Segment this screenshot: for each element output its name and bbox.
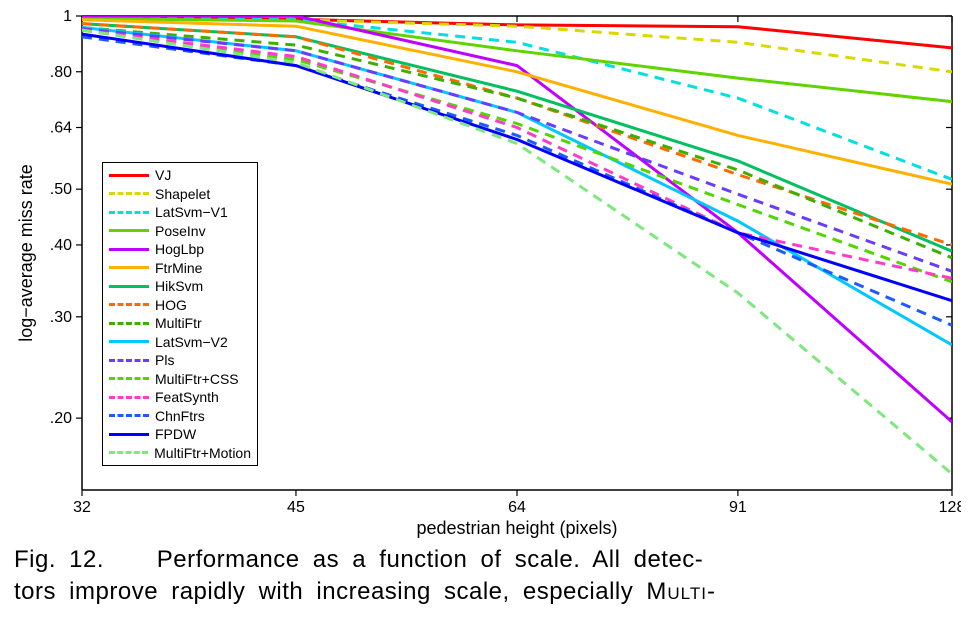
legend-swatch [109, 303, 149, 306]
legend-swatch [109, 211, 149, 214]
figure-caption: Fig. 12. Performance as a function of sc… [12, 540, 961, 609]
svg-text:45: 45 [287, 499, 305, 516]
legend-swatch [109, 192, 149, 195]
legend-label: HOG [155, 297, 187, 313]
legend: VJ Shapelet LatSvm−V1 PoseInv HogLbp FtrMine H… [102, 162, 258, 466]
svg-text:pedestrian height (pixels): pedestrian height (pixels) [416, 518, 617, 538]
legend-swatch [109, 229, 149, 232]
legend-row: HikSvm [109, 277, 251, 296]
legend-row: LatSvm−V2 [109, 333, 251, 352]
legend-swatch [109, 396, 149, 399]
svg-text:1: 1 [63, 10, 72, 25]
legend-label: FtrMine [155, 260, 202, 276]
legend-swatch [109, 359, 149, 362]
svg-text:.30: .30 [50, 309, 72, 326]
legend-row: FeatSynth [109, 388, 251, 407]
legend-row: HOG [109, 296, 251, 315]
svg-text:.50: .50 [50, 181, 72, 198]
svg-text:.20: .20 [50, 410, 72, 427]
svg-text:91: 91 [729, 499, 747, 516]
legend-swatch [109, 340, 149, 343]
svg-text:log−average miss rate: log−average miss rate [16, 164, 36, 342]
legend-swatch [109, 248, 149, 251]
svg-text:64: 64 [508, 499, 526, 516]
legend-label: VJ [155, 167, 171, 183]
legend-row: ChnFtrs [109, 407, 251, 426]
legend-row: FtrMine [109, 259, 251, 278]
legend-row: MultiFtr+Motion [109, 444, 251, 463]
legend-row: Shapelet [109, 185, 251, 204]
legend-swatch [109, 285, 149, 288]
legend-row: Pls [109, 351, 251, 370]
legend-label: HogLbp [155, 241, 204, 257]
legend-label: PoseInv [155, 223, 206, 239]
legend-swatch [109, 322, 149, 325]
legend-label: Pls [155, 352, 174, 368]
legend-swatch [109, 433, 149, 436]
legend-row: PoseInv [109, 222, 251, 241]
legend-label: LatSvm−V2 [155, 334, 228, 350]
legend-label: MultiFtr+Motion [154, 445, 251, 461]
caption-line2: tors improve rapidly with increasing sca… [14, 578, 646, 605]
legend-swatch [109, 266, 149, 269]
legend-row: VJ [109, 166, 251, 185]
legend-label: FeatSynth [155, 389, 219, 405]
legend-label: MultiFtr+CSS [155, 371, 239, 387]
legend-label: ChnFtrs [155, 408, 205, 424]
legend-label: LatSvm−V1 [155, 204, 228, 220]
caption-smallcaps: Multi- [646, 578, 716, 605]
legend-swatch [109, 174, 149, 177]
svg-text:32: 32 [73, 499, 91, 516]
legend-row: MultiFtr+CSS [109, 370, 251, 389]
legend-label: MultiFtr [155, 315, 202, 331]
legend-label: HikSvm [155, 278, 203, 294]
legend-swatch [109, 377, 149, 380]
svg-text:.40: .40 [50, 237, 72, 254]
caption-line1: Performance as a function of scale. All … [157, 546, 704, 573]
legend-swatch [109, 451, 148, 454]
svg-text:.64: .64 [50, 120, 72, 137]
scale-performance-chart: 32 45 64 91 128 .20 .30 .40 .50 .64 .80 1 pedestrian… [12, 10, 961, 540]
legend-row: MultiFtr [109, 314, 251, 333]
legend-row: FPDW [109, 425, 251, 444]
caption-prefix: Fig. 12. [14, 546, 104, 573]
legend-swatch [109, 414, 149, 417]
legend-label: Shapelet [155, 186, 210, 202]
legend-label: FPDW [155, 426, 196, 442]
legend-row: HogLbp [109, 240, 251, 259]
legend-row: LatSvm−V1 [109, 203, 251, 222]
svg-text:.80: .80 [50, 64, 72, 81]
svg-text:128: 128 [939, 499, 961, 516]
